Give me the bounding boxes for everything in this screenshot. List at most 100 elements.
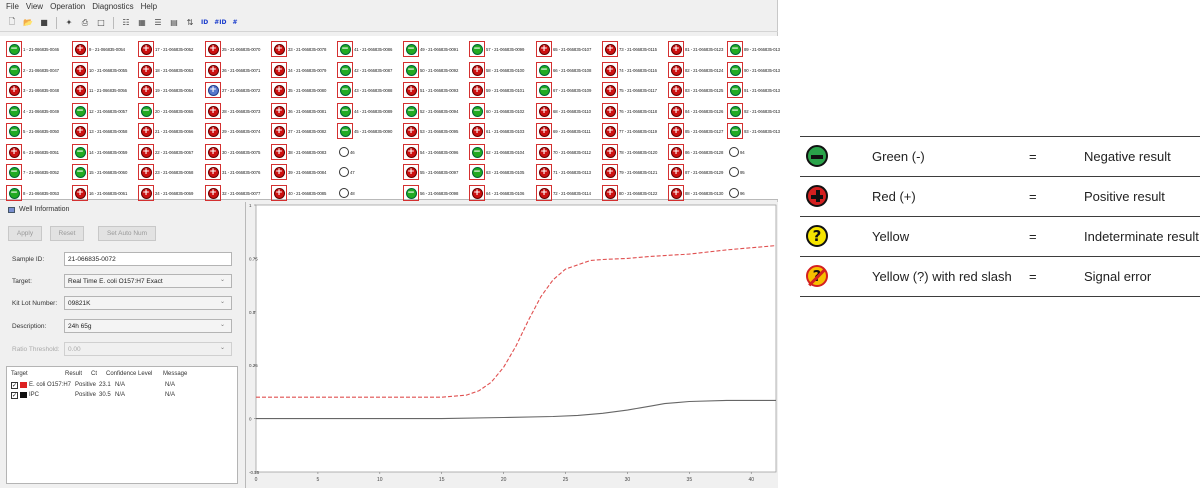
well-90[interactable]: −90 - 21-066835-013	[727, 62, 793, 78]
well-29[interactable]: +29 - 21-066835-0074	[205, 123, 271, 139]
well-22[interactable]: +22 - 21-066835-0067	[138, 144, 204, 160]
well-45[interactable]: −45 - 21-066835-0090	[337, 123, 403, 139]
well-49[interactable]: −49 - 21-066835-0091	[403, 41, 469, 57]
print-icon[interactable]: ⎙	[81, 17, 89, 27]
well-9[interactable]: +9 - 21-066835-0054	[72, 41, 138, 57]
well-17[interactable]: +17 - 21-066835-0062	[138, 41, 204, 57]
menu-item[interactable]: Diagnostics	[92, 1, 134, 11]
well-32[interactable]: +32 - 21-066835-0077	[205, 185, 271, 201]
well-64[interactable]: +64 - 21-066835-0106	[469, 185, 535, 201]
menu-item[interactable]: View	[25, 1, 44, 11]
toolbar-text-button[interactable]: #	[232, 19, 238, 26]
well-86[interactable]: +86 - 21-066835-0128	[668, 144, 734, 160]
well-53[interactable]: +53 - 21-066835-0095	[403, 123, 469, 139]
well-34[interactable]: +34 - 21-066835-0079	[271, 62, 337, 78]
settings-icon[interactable]: ✦	[65, 18, 73, 27]
well-10[interactable]: +10 - 21-066835-0055	[72, 62, 138, 78]
color-view-icon[interactable]: ▤	[170, 18, 178, 27]
grid-view-icon[interactable]: ☷	[122, 18, 130, 27]
well-55[interactable]: +55 - 21-066835-0097	[403, 164, 469, 180]
well-94[interactable]: 94	[727, 144, 793, 160]
well-65[interactable]: +65 - 21-066835-0107	[536, 41, 602, 57]
well-15[interactable]: −15 - 21-066835-0060	[72, 164, 138, 180]
well-96[interactable]: 96	[727, 185, 793, 201]
well-85[interactable]: +85 - 21-066835-0127	[668, 123, 734, 139]
well-58[interactable]: +58 - 21-066835-0100	[469, 62, 535, 78]
well-7[interactable]: −7 - 21-066835-0052	[6, 164, 72, 180]
well-84[interactable]: +84 - 21-066835-0126	[668, 103, 734, 119]
menu-item[interactable]: Help	[140, 1, 158, 11]
new-file-icon[interactable]: 🗋	[8, 16, 16, 26]
well-20[interactable]: −20 - 21-066835-0065	[138, 103, 204, 119]
list-view-icon[interactable]: ☰	[154, 18, 162, 27]
well-24[interactable]: +24 - 21-066835-0069	[138, 185, 204, 201]
well-54[interactable]: +54 - 21-066835-0096	[403, 144, 469, 160]
well-11[interactable]: +11 - 21-066835-0056	[72, 82, 138, 98]
well-57[interactable]: −57 - 21-066835-0099	[469, 41, 535, 57]
well-12[interactable]: −12 - 21-066835-0057	[72, 103, 138, 119]
toolbar-text-button[interactable]: ID	[201, 19, 209, 26]
well-13[interactable]: +13 - 21-066835-0058	[72, 123, 138, 139]
sample-id-input[interactable]: 21-066835-0072	[64, 252, 232, 266]
well-66[interactable]: −66 - 21-066835-0108	[536, 62, 602, 78]
well-52[interactable]: −52 - 21-066835-0094	[403, 103, 469, 119]
menu-item[interactable]: Operation	[50, 1, 86, 11]
well-14[interactable]: −14 - 21-066835-0059	[72, 144, 138, 160]
well-44[interactable]: −44 - 21-066835-0089	[337, 103, 403, 119]
well-2[interactable]: −2 - 21-066835-0047	[6, 62, 72, 78]
well-40[interactable]: +40 - 21-066835-0085	[271, 185, 337, 201]
well-39[interactable]: +39 - 21-066835-0084	[271, 164, 337, 180]
well-91[interactable]: −91 - 21-066835-013	[727, 82, 793, 98]
well-6[interactable]: +6 - 21-066835-0051	[6, 144, 72, 160]
toolbar-text-button[interactable]: #ID	[214, 19, 227, 26]
well-18[interactable]: +18 - 21-066835-0063	[138, 62, 204, 78]
well-35[interactable]: +35 - 21-066835-0080	[271, 82, 337, 98]
well-78[interactable]: +78 - 21-066835-0120	[602, 144, 668, 160]
well-63[interactable]: −63 - 21-066835-0105	[469, 164, 535, 180]
well-27[interactable]: +27 - 21-066835-0072	[205, 82, 271, 98]
well-93[interactable]: −93 - 21-066835-013	[727, 123, 793, 139]
well-92[interactable]: −92 - 21-066835-013	[727, 103, 793, 119]
well-73[interactable]: +73 - 21-066835-0115	[602, 41, 668, 57]
well-1[interactable]: −1 - 21-066835-0046	[6, 41, 72, 57]
well-74[interactable]: +74 - 21-066835-0116	[602, 62, 668, 78]
well-76[interactable]: +76 - 21-066835-0118	[602, 103, 668, 119]
well-79[interactable]: +79 - 21-066835-0121	[602, 164, 668, 180]
well-89[interactable]: −89 - 21-066835-013	[727, 41, 793, 57]
well-25[interactable]: +25 - 21-066835-0070	[205, 41, 271, 57]
well-50[interactable]: −50 - 21-066835-0092	[403, 62, 469, 78]
well-56[interactable]: −56 - 21-066835-0098	[403, 185, 469, 201]
well-83[interactable]: +83 - 21-066835-0125	[668, 82, 734, 98]
set-auto-num-button[interactable]: Set Auto Num	[98, 226, 156, 241]
well-21[interactable]: +21 - 21-066835-0066	[138, 123, 204, 139]
target-select[interactable]: Real Time E. coli O157:H7 Exact ⌄	[64, 274, 232, 288]
well-95[interactable]: 95	[727, 164, 793, 180]
well-70[interactable]: +70 - 21-066835-0112	[536, 144, 602, 160]
well-16[interactable]: +16 - 21-066835-0061	[72, 185, 138, 201]
save-icon[interactable]: ■	[40, 18, 48, 27]
well-26[interactable]: +26 - 21-066835-0071	[205, 62, 271, 78]
well-4[interactable]: −4 - 21-066835-0049	[6, 103, 72, 119]
kit-lot-select[interactable]: 09821K ⌄	[64, 296, 232, 310]
well-19[interactable]: +19 - 21-066835-0064	[138, 82, 204, 98]
sort-icon[interactable]: ⇅	[186, 18, 194, 27]
well-47[interactable]: 47	[337, 164, 403, 180]
print-preview-icon[interactable]: □	[97, 18, 105, 27]
well-36[interactable]: +36 - 21-066835-0081	[271, 103, 337, 119]
well-37[interactable]: +37 - 21-066835-0082	[271, 123, 337, 139]
well-30[interactable]: +30 - 21-066835-0075	[205, 144, 271, 160]
well-46[interactable]: 46	[337, 144, 403, 160]
menu-item[interactable]: File	[6, 1, 19, 11]
well-3[interactable]: +3 - 21-066835-0048	[6, 82, 72, 98]
well-67[interactable]: −67 - 21-066835-0109	[536, 82, 602, 98]
plate-view-icon[interactable]: ▦	[138, 18, 146, 27]
well-31[interactable]: +31 - 21-066835-0076	[205, 164, 271, 180]
well-62[interactable]: −62 - 21-066835-0104	[469, 144, 535, 160]
well-33[interactable]: +33 - 21-066835-0078	[271, 41, 337, 57]
reset-button[interactable]: Reset	[50, 226, 84, 241]
well-87[interactable]: +87 - 21-066835-0129	[668, 164, 734, 180]
well-59[interactable]: +59 - 21-066835-0101	[469, 82, 535, 98]
well-28[interactable]: +28 - 21-066835-0073	[205, 103, 271, 119]
well-80[interactable]: +80 - 21-066835-0122	[602, 185, 668, 201]
well-5[interactable]: −5 - 21-066835-0050	[6, 123, 72, 139]
